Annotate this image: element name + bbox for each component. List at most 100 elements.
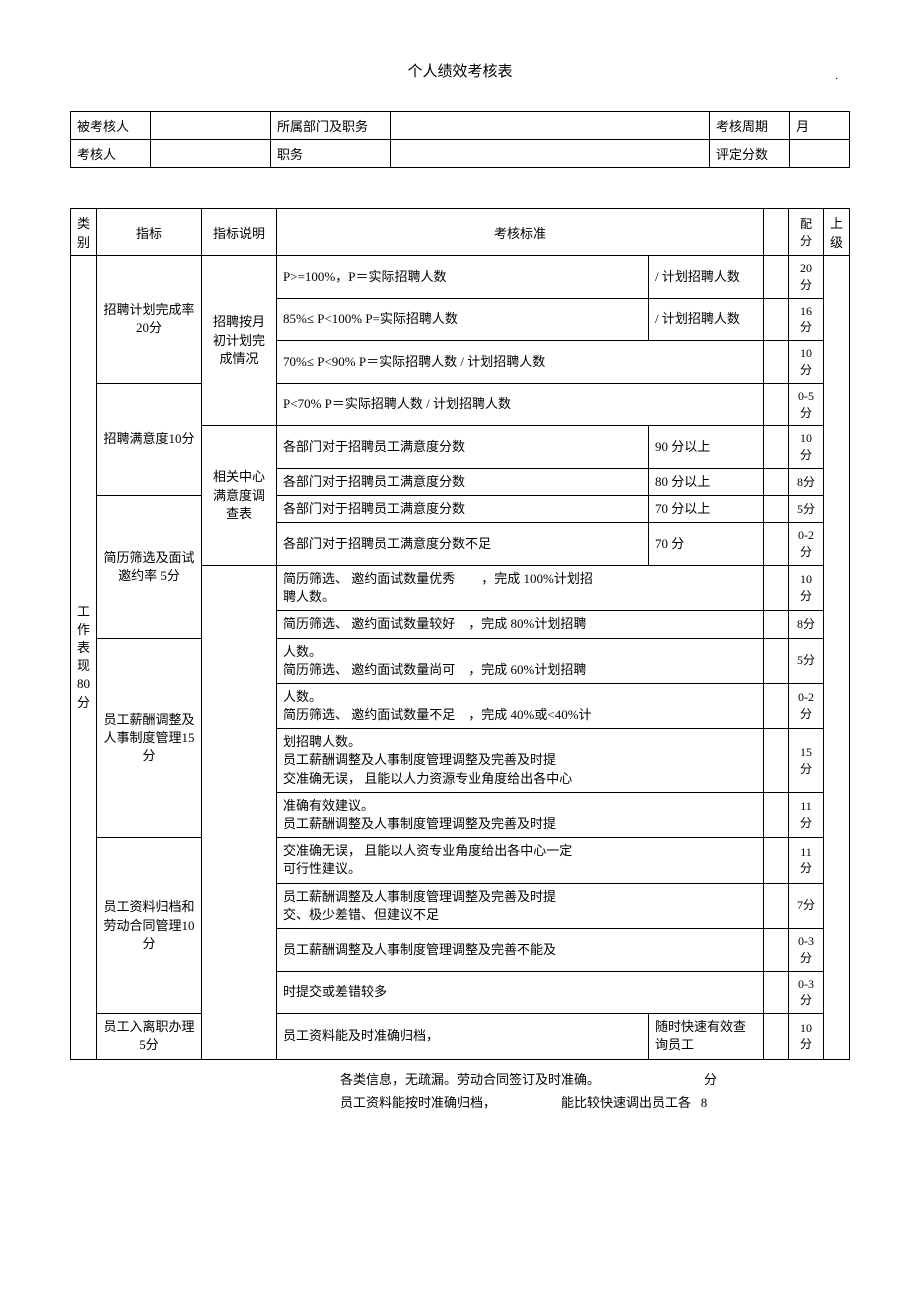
t: 划招聘人数。 [283,734,361,749]
th-indicator: 指标 [97,209,202,256]
t: 员工薪酬调整及人事制度管理调整及完善及时提 [283,816,556,831]
indicator-4: 员工薪酬调整及人事制度管理15分 [97,638,202,838]
score: 5分 [788,638,823,683]
std: 人数。简历筛选、 邀约面试数量不足 ，完成 40%或<40%计 [277,683,764,728]
t: 各类信息，无疏漏。劳动合同签订及时准确。 [340,1072,600,1087]
score: 8分 [788,611,823,638]
score: 10分 [788,426,823,469]
std: 各部门对于招聘员工满意度分数 [277,496,649,523]
std: 85%≤ P<100% P=实际招聘人数 [277,298,649,341]
t: 人数。 [283,689,322,704]
desc-blank [202,565,277,1059]
cell [763,1014,788,1059]
score: 7分 [788,883,823,928]
indicator-5: 员工资料归档和劳动合同管理10分 [97,838,202,1014]
score: 0-3分 [788,971,823,1014]
t: ，完成 60%计划招聘 [468,662,586,677]
score: 0-2分 [788,683,823,728]
t: 简历筛选、 邀约面试数量优秀 [283,571,455,586]
score: 10分 [788,565,823,610]
std: 交准确无误， 且能以人资专业角度给出各中心一定可行性建议。 [277,838,764,883]
th-blank [763,209,788,256]
cell [763,341,788,384]
label: 被考核人 [71,112,151,140]
cell [763,883,788,928]
t: ，完成 100%计划招 [481,571,593,586]
score: 15分 [788,729,823,793]
t: 交准确无误， 且能以人力资源专业角度给出各中心 [283,771,572,786]
label: 考核周期 [710,112,790,140]
t: 聘人数。 [283,589,335,604]
label: 考核人 [71,140,151,168]
std: / 计划招聘人数 [648,256,763,299]
th-supervisor: 上级 [823,209,849,256]
label: 所属部门及职务 [271,112,391,140]
score: 0-2分 [788,523,823,566]
indicator-1: 招聘计划完成率20分 [97,256,202,384]
cell [763,256,788,299]
score: 0-3分 [788,928,823,971]
std: 准确有效建议。员工薪酬调整及人事制度管理调整及完善及时提 [277,792,764,837]
t: 员工薪酬调整及人事制度管理调整及完善及时提 [283,889,556,904]
cell [823,256,849,1060]
t: 简历筛选、 邀约面试数量较好 [283,616,455,631]
t: 能比较快速调出员工各 [561,1095,691,1110]
t: 简历筛选、 邀约面试数量不足 [283,707,455,722]
t: ，完成 40%或<40%计 [468,707,591,722]
cell [763,971,788,1014]
t: ，完成 80%计划招聘 [468,616,586,631]
t: 准确有效建议。 [283,798,374,813]
score: 16分 [788,298,823,341]
cell [151,112,271,140]
header-table: 被考核人 所属部门及职务 考核周期 月 考核人 职务 评定分数 [70,111,850,168]
std: 简历筛选、 邀约面试数量优秀 ，完成 100%计划招聘人数。 [277,565,764,610]
desc-2: 相关中心满意度调查表 [202,426,277,566]
category-label: 工作表现80分 [77,604,90,710]
std: 时提交或差错较多 [277,971,764,1014]
t: 交准确无误， 且能以人资专业角度给出各中心一定 [283,843,572,858]
cell [763,565,788,610]
std: 90 分以上 [648,426,763,469]
cell [763,298,788,341]
t: 8 [701,1095,708,1110]
std: P>=100%，P＝实际招聘人数 [277,256,649,299]
std: 70 分 [648,523,763,566]
cell [763,496,788,523]
label: 职务 [271,140,391,168]
cell [391,140,710,168]
cell [763,792,788,837]
std: 划招聘人数。员工薪酬调整及人事制度管理调整及完善及时提交准确无误， 且能以人力资… [277,729,764,793]
std: 简历筛选、 邀约面试数量较好 ，完成 80%计划招聘 [277,611,764,638]
std: P<70% P＝实际招聘人数 / 计划招聘人数 [277,383,764,426]
std: 70 分以上 [648,496,763,523]
std: 70%≤ P<90% P＝实际招聘人数 / 计划招聘人数 [277,341,764,384]
cell [763,426,788,469]
cell [763,638,788,683]
std: 各部门对于招聘员工满意度分数 [277,426,649,469]
th-category: 类别 [71,209,97,256]
t: 简历筛选、 邀约面试数量尚可 [283,662,455,677]
t: 人数。 [283,644,322,659]
cell: 月 [790,112,850,140]
cell [763,383,788,426]
std: 人数。简历筛选、 邀约面试数量尚可 ，完成 60%计划招聘 [277,638,764,683]
overflow-text: 各类信息，无疏漏。劳动合同签订及时准确。 分 员工资料能按时准确归档， 能比较快… [70,1060,850,1115]
score: 8分 [788,468,823,495]
score: 10分 [788,341,823,384]
cell [151,140,271,168]
cell [763,928,788,971]
std: 员工薪酬调整及人事制度管理调整及完善不能及 [277,928,764,971]
cell [763,729,788,793]
indicator-6: 员工入离职办理5分 [97,1014,202,1059]
th-desc: 指标说明 [202,209,277,256]
label: 评定分数 [710,140,790,168]
score: 20分 [788,256,823,299]
page-title: 个人绩效考核表 [70,60,850,81]
indicator-3: 简历筛选及面试邀约率 5分 [97,496,202,638]
score: 11分 [788,792,823,837]
desc-1: 招聘按月初计划完成情况 [202,256,277,426]
std: 各部门对于招聘员工满意度分数不足 [277,523,649,566]
t: 可行性建议。 [283,861,361,876]
cell [763,523,788,566]
category-work: 工作表现80分 [71,256,97,1060]
